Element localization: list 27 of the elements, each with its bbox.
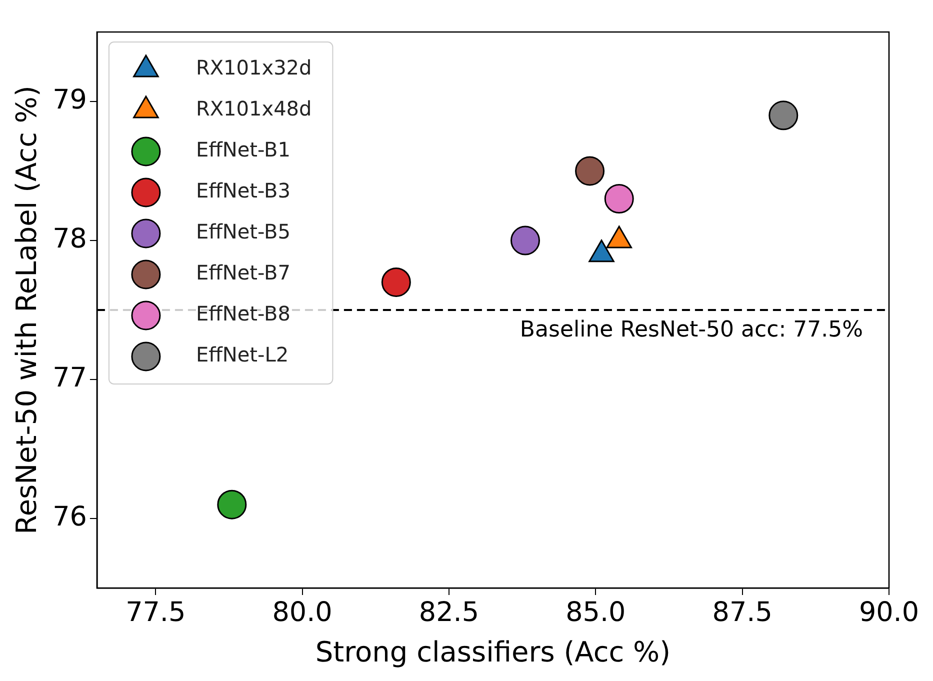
y-tick-label: 79	[52, 84, 87, 116]
x-tick-label: 82.5	[418, 597, 480, 628]
point	[217, 490, 247, 520]
legend-label: RX101x32d	[196, 56, 312, 80]
point	[381, 267, 411, 297]
x-tick-label: 85.0	[566, 597, 626, 628]
x-axis-title: Strong classifiers (Acc %)	[315, 635, 671, 668]
x-tick-label: 87.5	[712, 597, 772, 628]
legend-label: EffNet-B3	[196, 178, 290, 203]
ref-line-label: Baseline ResNet-50 acc: 77.5%	[520, 318, 863, 343]
legend-label: EffNet-B7	[196, 260, 290, 285]
x-tick-label: 90.0	[858, 597, 920, 628]
legend-label: EffNet-B8	[196, 302, 290, 326]
legend-label: EffNet-B1	[196, 138, 290, 162]
legend-label: EffNet-B5	[196, 220, 290, 244]
y-axis-title: ResNet-50 with ReLabel (Acc %)	[10, 86, 44, 534]
y-tick-label: 76	[52, 502, 87, 533]
point	[510, 226, 540, 256]
point	[575, 156, 605, 186]
x-tick-label: 80.0	[272, 597, 332, 628]
point	[604, 184, 634, 214]
point	[768, 100, 798, 130]
y-tick-label: 78	[52, 224, 87, 255]
x-tick-label: 77.5	[126, 597, 186, 628]
legend-label: RX101x48d	[196, 96, 312, 121]
y-tick-label: 77	[52, 362, 87, 394]
legend-label: EffNet-L2	[196, 342, 289, 367]
